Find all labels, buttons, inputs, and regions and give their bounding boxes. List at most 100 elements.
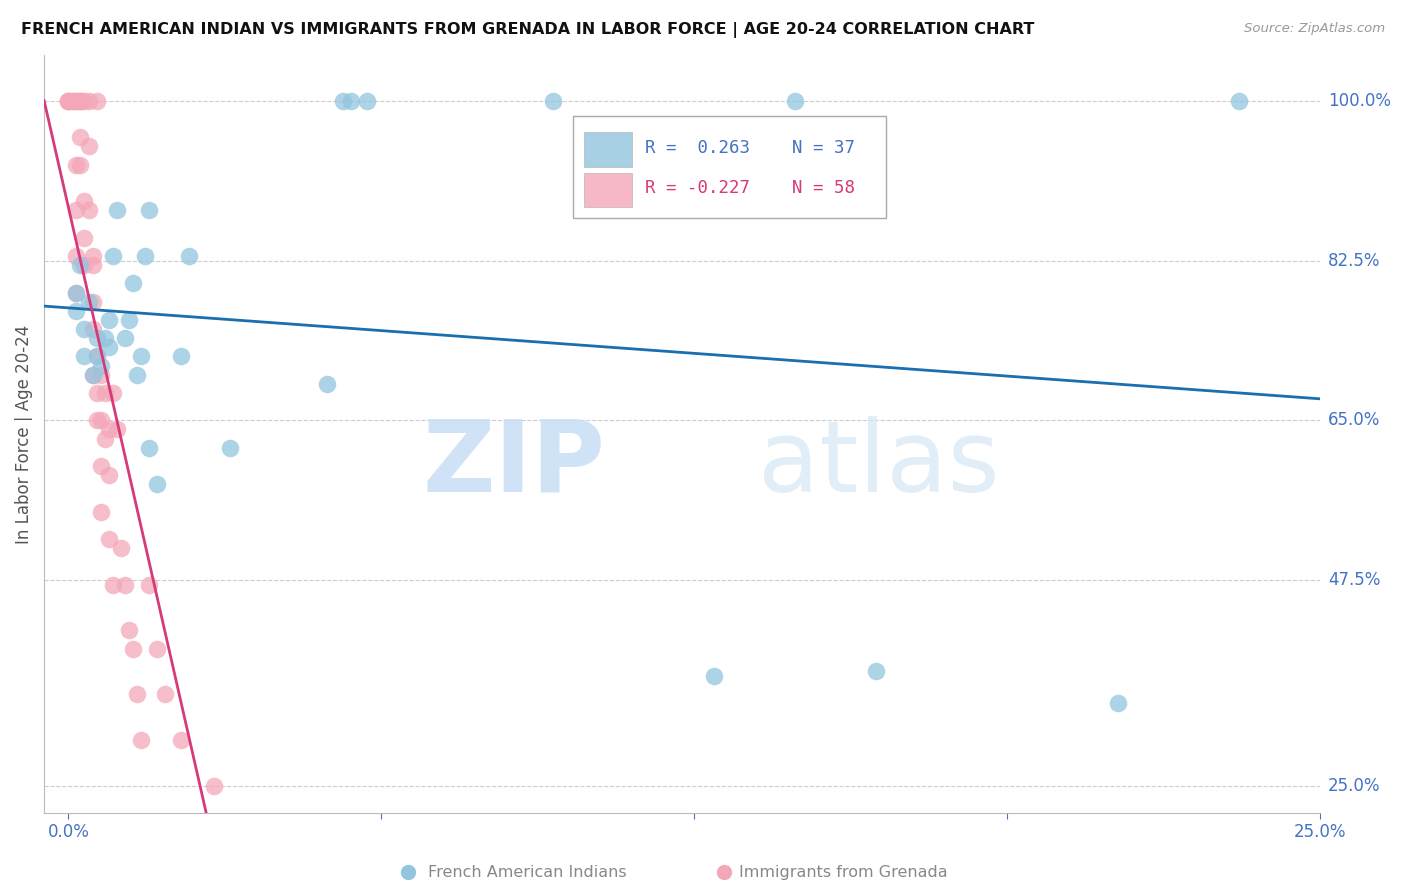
- Point: [86, 386, 108, 401]
- Point: [65, 249, 87, 263]
- Point: [146, 477, 169, 491]
- Point: [97, 532, 120, 546]
- Text: FRENCH AMERICAN INDIAN VS IMMIGRANTS FROM GRENADA IN LABOR FORCE | AGE 20-24 COR: FRENCH AMERICAN INDIAN VS IMMIGRANTS FRO…: [21, 22, 1035, 38]
- Point: [101, 249, 124, 263]
- Point: [1107, 697, 1129, 711]
- Point: [73, 94, 96, 108]
- Point: [86, 350, 108, 364]
- Text: Source: ZipAtlas.com: Source: ZipAtlas.com: [1244, 22, 1385, 36]
- FancyBboxPatch shape: [583, 132, 633, 167]
- Text: R = -0.227    N = 58: R = -0.227 N = 58: [645, 178, 855, 197]
- Point: [146, 641, 169, 656]
- Point: [97, 340, 120, 354]
- Point: [118, 624, 141, 638]
- Point: [93, 386, 115, 401]
- Point: [703, 669, 725, 683]
- Point: [73, 231, 96, 245]
- Point: [58, 94, 80, 108]
- Point: [58, 94, 80, 108]
- Point: [97, 468, 120, 483]
- Point: [77, 203, 100, 218]
- Point: [1227, 94, 1250, 108]
- Point: [125, 368, 148, 382]
- Point: [101, 386, 124, 401]
- Point: [170, 350, 193, 364]
- Point: [134, 249, 156, 263]
- Text: 25.0%: 25.0%: [1329, 777, 1381, 795]
- Point: [125, 687, 148, 701]
- Point: [541, 94, 564, 108]
- Point: [65, 203, 87, 218]
- Point: [356, 94, 378, 108]
- Text: Immigrants from Grenada: Immigrants from Grenada: [740, 865, 948, 880]
- Point: [73, 322, 96, 336]
- Point: [69, 94, 91, 108]
- Point: [118, 313, 141, 327]
- Point: [90, 505, 112, 519]
- Point: [114, 577, 136, 591]
- Point: [179, 249, 201, 263]
- Point: [138, 441, 160, 455]
- Point: [105, 203, 128, 218]
- Point: [60, 94, 83, 108]
- Point: [129, 732, 152, 747]
- Point: [110, 541, 132, 556]
- Point: [218, 441, 240, 455]
- Point: [77, 94, 100, 108]
- Text: 65.0%: 65.0%: [1329, 411, 1381, 429]
- Point: [82, 258, 104, 272]
- Point: [93, 432, 115, 446]
- Point: [69, 130, 91, 145]
- Point: [114, 331, 136, 345]
- Point: [82, 368, 104, 382]
- Point: [122, 641, 145, 656]
- Text: R =  0.263    N = 37: R = 0.263 N = 37: [645, 138, 855, 157]
- Point: [101, 577, 124, 591]
- Point: [65, 285, 87, 300]
- Point: [73, 258, 96, 272]
- Text: ZIP: ZIP: [422, 416, 606, 513]
- Point: [138, 577, 160, 591]
- Point: [69, 258, 91, 272]
- Point: [315, 376, 337, 391]
- FancyBboxPatch shape: [583, 172, 633, 207]
- Text: 82.5%: 82.5%: [1329, 252, 1381, 269]
- Point: [332, 94, 354, 108]
- Point: [73, 350, 96, 364]
- Point: [97, 313, 120, 327]
- Point: [93, 331, 115, 345]
- Point: [105, 422, 128, 436]
- Point: [97, 422, 120, 436]
- Point: [65, 94, 87, 108]
- Point: [86, 413, 108, 427]
- Point: [69, 94, 91, 108]
- Text: 100.0%: 100.0%: [1329, 92, 1391, 110]
- Point: [170, 732, 193, 747]
- Point: [155, 687, 177, 701]
- Point: [138, 203, 160, 218]
- Text: atlas: atlas: [758, 416, 1000, 513]
- Point: [77, 139, 100, 153]
- Point: [65, 94, 87, 108]
- Point: [65, 285, 87, 300]
- Point: [60, 94, 83, 108]
- Text: 47.5%: 47.5%: [1329, 571, 1381, 589]
- Point: [82, 322, 104, 336]
- Point: [90, 359, 112, 373]
- Point: [86, 94, 108, 108]
- Text: French American Indians: French American Indians: [427, 865, 627, 880]
- Point: [90, 458, 112, 473]
- Point: [86, 331, 108, 345]
- Point: [77, 294, 100, 309]
- Point: [82, 249, 104, 263]
- Point: [82, 368, 104, 382]
- Point: [82, 294, 104, 309]
- Point: [865, 665, 887, 679]
- FancyBboxPatch shape: [574, 116, 886, 218]
- Point: [69, 158, 91, 172]
- Point: [340, 94, 363, 108]
- Point: [129, 350, 152, 364]
- Point: [235, 824, 257, 838]
- Point: [90, 368, 112, 382]
- Point: [202, 779, 225, 793]
